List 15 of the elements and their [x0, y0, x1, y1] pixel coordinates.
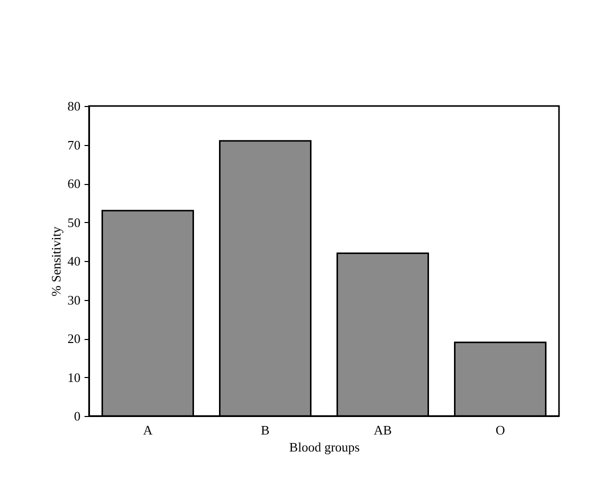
y-tick-label: 0: [74, 408, 80, 424]
y-tick-label: 30: [68, 292, 80, 308]
y-tick-label: 40: [68, 254, 80, 268]
y-tick-label: 60: [68, 176, 80, 191]
y-tick-label: 10: [68, 370, 80, 385]
x-axis-title: Blood groups: [289, 440, 360, 454]
y-axis-title: % Sensitivity: [48, 226, 64, 296]
x-tick-label: AB: [374, 422, 392, 438]
y-tick-label: 80: [68, 98, 80, 114]
x-tick-label: B: [260, 422, 270, 438]
y-tick-label: 50: [68, 214, 80, 230]
y-tick-label: 70: [68, 137, 80, 152]
x-tick-label: A: [143, 422, 154, 438]
y-tick-label: 20: [68, 331, 80, 346]
x-tick-label: O: [496, 422, 505, 438]
